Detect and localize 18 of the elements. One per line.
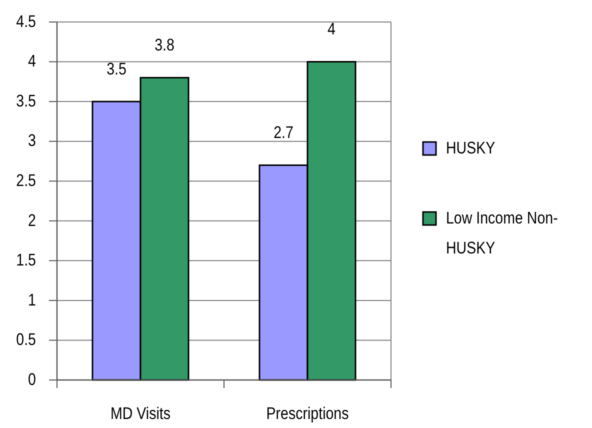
y-tick-label: 0: [28, 370, 36, 390]
y-tick-label: 4: [28, 52, 36, 71]
y-tick-label: 1.5: [16, 251, 36, 270]
y-tick-label: 4.5: [16, 12, 36, 32]
y-tick-label: 3.5: [16, 92, 36, 111]
legend-label: Low Income Non-HUSKY: [446, 208, 558, 258]
y-tick-label: 3: [28, 132, 36, 151]
legend-label: HUSKY: [446, 138, 496, 158]
data-label: 4: [328, 20, 336, 39]
y-tick-label: 2: [28, 212, 36, 230]
y-tick-label: 0.5: [16, 331, 36, 350]
data-label: 3.8: [154, 36, 175, 55]
y-tick-label: 1: [28, 291, 36, 310]
y-tick-label: 2.5: [16, 172, 36, 190]
x-tick-label: MD Visits: [110, 404, 171, 424]
data-label: 3.5: [106, 60, 127, 79]
x-tick-label: Prescriptions: [266, 404, 349, 424]
data-label: 2.7: [274, 124, 294, 142]
